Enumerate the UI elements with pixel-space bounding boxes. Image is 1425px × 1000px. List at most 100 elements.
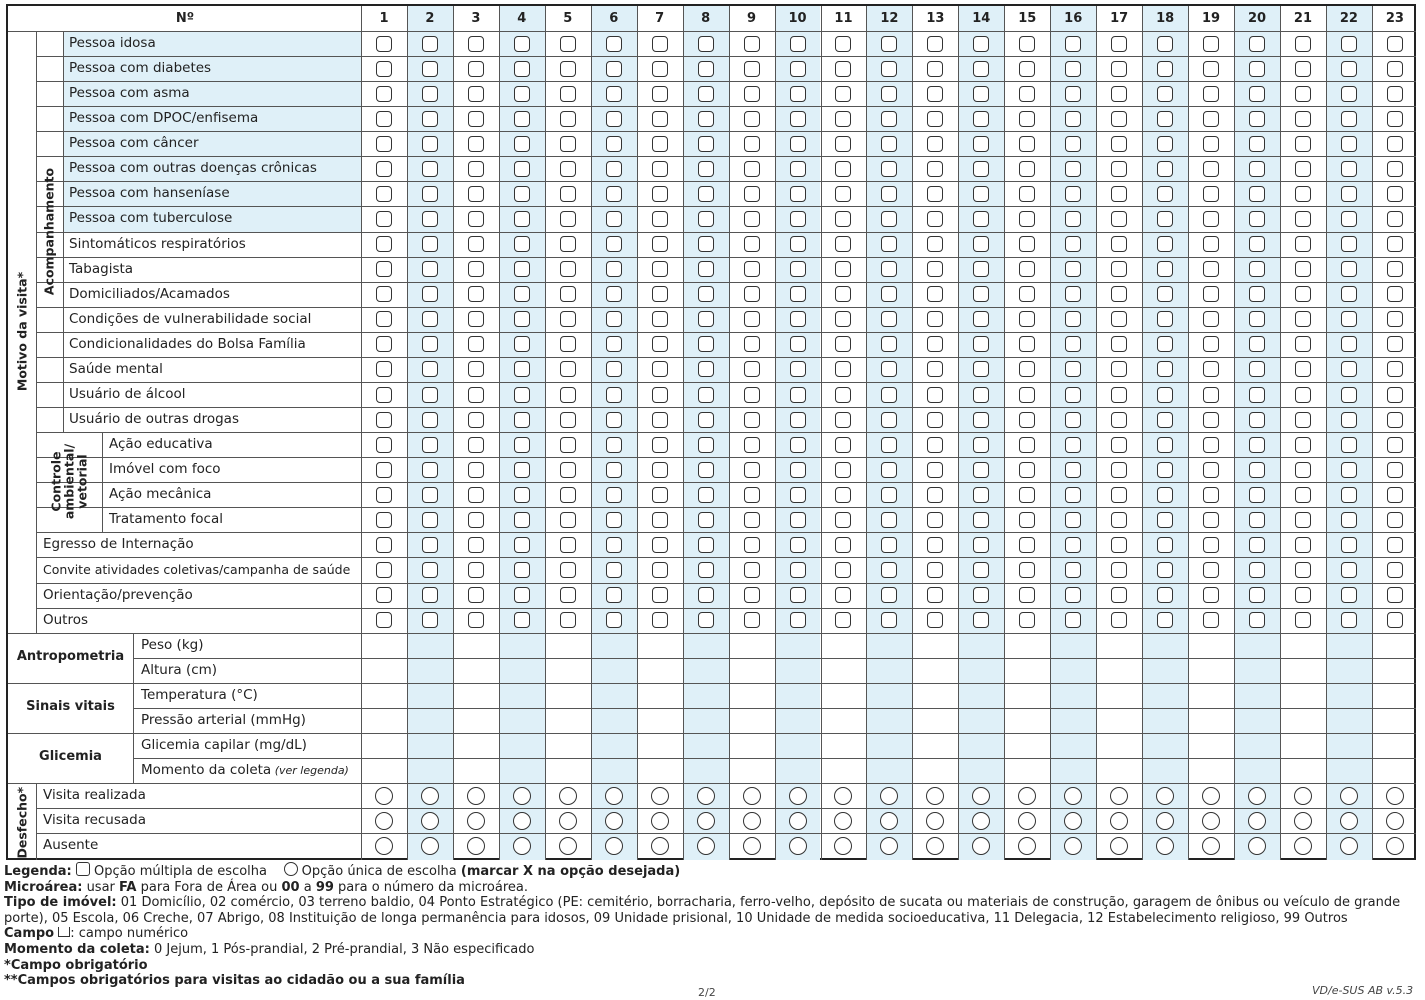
measure-input[interactable]	[1326, 633, 1372, 658]
checkbox[interactable]	[1294, 536, 1311, 553]
checkbox[interactable]	[1019, 511, 1036, 528]
checkbox[interactable]	[421, 110, 438, 127]
checkbox[interactable]	[973, 185, 990, 202]
checkbox[interactable]	[651, 536, 668, 553]
checkbox[interactable]	[973, 436, 990, 453]
checkbox[interactable]	[605, 386, 622, 403]
checkbox[interactable]	[1294, 110, 1311, 127]
checkbox[interactable]	[651, 587, 668, 604]
measure-input[interactable]	[1372, 733, 1418, 758]
measure-input[interactable]	[591, 633, 637, 658]
checkbox[interactable]	[559, 185, 576, 202]
checkbox[interactable]	[927, 336, 944, 353]
measure-input[interactable]	[683, 758, 729, 783]
measure-input[interactable]	[637, 633, 683, 658]
checkbox[interactable]	[1065, 436, 1082, 453]
checkbox[interactable]	[1157, 236, 1174, 253]
checkbox[interactable]	[927, 511, 944, 528]
measure-input[interactable]	[1142, 658, 1188, 683]
measure-input[interactable]	[1050, 733, 1096, 758]
radio-option[interactable]	[1293, 836, 1312, 855]
checkbox[interactable]	[559, 436, 576, 453]
checkbox[interactable]	[1294, 286, 1311, 303]
checkbox[interactable]	[1157, 461, 1174, 478]
checkbox[interactable]	[973, 486, 990, 503]
checkbox[interactable]	[743, 185, 760, 202]
checkbox[interactable]	[743, 612, 760, 629]
checkbox[interactable]	[1386, 411, 1403, 428]
measure-input[interactable]	[407, 633, 453, 658]
measure-input[interactable]	[1142, 683, 1188, 708]
checkbox[interactable]	[1019, 562, 1036, 578]
checkbox[interactable]	[1203, 486, 1220, 503]
checkbox[interactable]	[743, 511, 760, 528]
checkbox[interactable]	[1203, 286, 1220, 303]
measure-input[interactable]	[545, 733, 591, 758]
checkbox[interactable]	[789, 361, 806, 378]
checkbox[interactable]	[467, 311, 484, 328]
checkbox[interactable]	[1065, 211, 1082, 228]
checkbox[interactable]	[881, 411, 898, 428]
checkbox[interactable]	[973, 110, 990, 127]
radio-option[interactable]	[972, 811, 991, 830]
checkbox[interactable]	[1294, 461, 1311, 478]
checkbox[interactable]	[1294, 236, 1311, 253]
checkbox[interactable]	[421, 135, 438, 152]
radio-option[interactable]	[880, 786, 899, 805]
checkbox[interactable]	[605, 486, 622, 503]
checkbox[interactable]	[1340, 411, 1357, 428]
checkbox[interactable]	[1157, 587, 1174, 604]
measure-input[interactable]	[775, 633, 821, 658]
measure-input[interactable]	[1372, 633, 1418, 658]
checkbox[interactable]	[1203, 60, 1220, 77]
checkbox[interactable]	[881, 261, 898, 278]
checkbox[interactable]	[743, 486, 760, 503]
checkbox[interactable]	[697, 35, 714, 52]
checkbox[interactable]	[697, 60, 714, 77]
checkbox[interactable]	[1249, 261, 1266, 278]
checkbox[interactable]	[375, 211, 392, 228]
radio-option[interactable]	[834, 786, 853, 805]
measure-input[interactable]	[912, 758, 958, 783]
measure-input[interactable]	[1326, 758, 1372, 783]
checkbox[interactable]	[927, 286, 944, 303]
checkbox[interactable]	[789, 286, 806, 303]
checkbox[interactable]	[973, 85, 990, 102]
checkbox[interactable]	[375, 536, 392, 553]
measure-input[interactable]	[912, 733, 958, 758]
checkbox[interactable]	[375, 386, 392, 403]
checkbox[interactable]	[1294, 361, 1311, 378]
checkbox[interactable]	[1203, 612, 1220, 629]
checkbox[interactable]	[743, 562, 760, 578]
checkbox[interactable]	[789, 486, 806, 503]
checkbox[interactable]	[1340, 511, 1357, 528]
checkbox[interactable]	[605, 135, 622, 152]
measure-input[interactable]	[361, 658, 407, 683]
measure-input[interactable]	[361, 708, 407, 733]
measure-input[interactable]	[1234, 708, 1280, 733]
checkbox[interactable]	[973, 35, 990, 52]
checkbox[interactable]	[1065, 612, 1082, 629]
measure-input[interactable]	[1142, 733, 1188, 758]
measure-input[interactable]	[729, 758, 775, 783]
checkbox[interactable]	[1340, 85, 1357, 102]
checkbox[interactable]	[513, 436, 530, 453]
checkbox[interactable]	[605, 436, 622, 453]
checkbox[interactable]	[1386, 185, 1403, 202]
measure-input[interactable]	[499, 683, 545, 708]
measure-input[interactable]	[1326, 683, 1372, 708]
checkbox[interactable]	[881, 562, 898, 578]
checkbox[interactable]	[651, 562, 668, 578]
checkbox[interactable]	[835, 185, 852, 202]
checkbox[interactable]	[559, 236, 576, 253]
measure-input[interactable]	[1096, 708, 1142, 733]
checkbox[interactable]	[1294, 185, 1311, 202]
checkbox[interactable]	[1294, 486, 1311, 503]
checkbox[interactable]	[605, 461, 622, 478]
radio-option[interactable]	[1064, 811, 1083, 830]
checkbox[interactable]	[1340, 336, 1357, 353]
checkbox[interactable]	[789, 336, 806, 353]
measure-input[interactable]	[683, 658, 729, 683]
radio-option[interactable]	[1018, 836, 1037, 855]
checkbox[interactable]	[743, 386, 760, 403]
